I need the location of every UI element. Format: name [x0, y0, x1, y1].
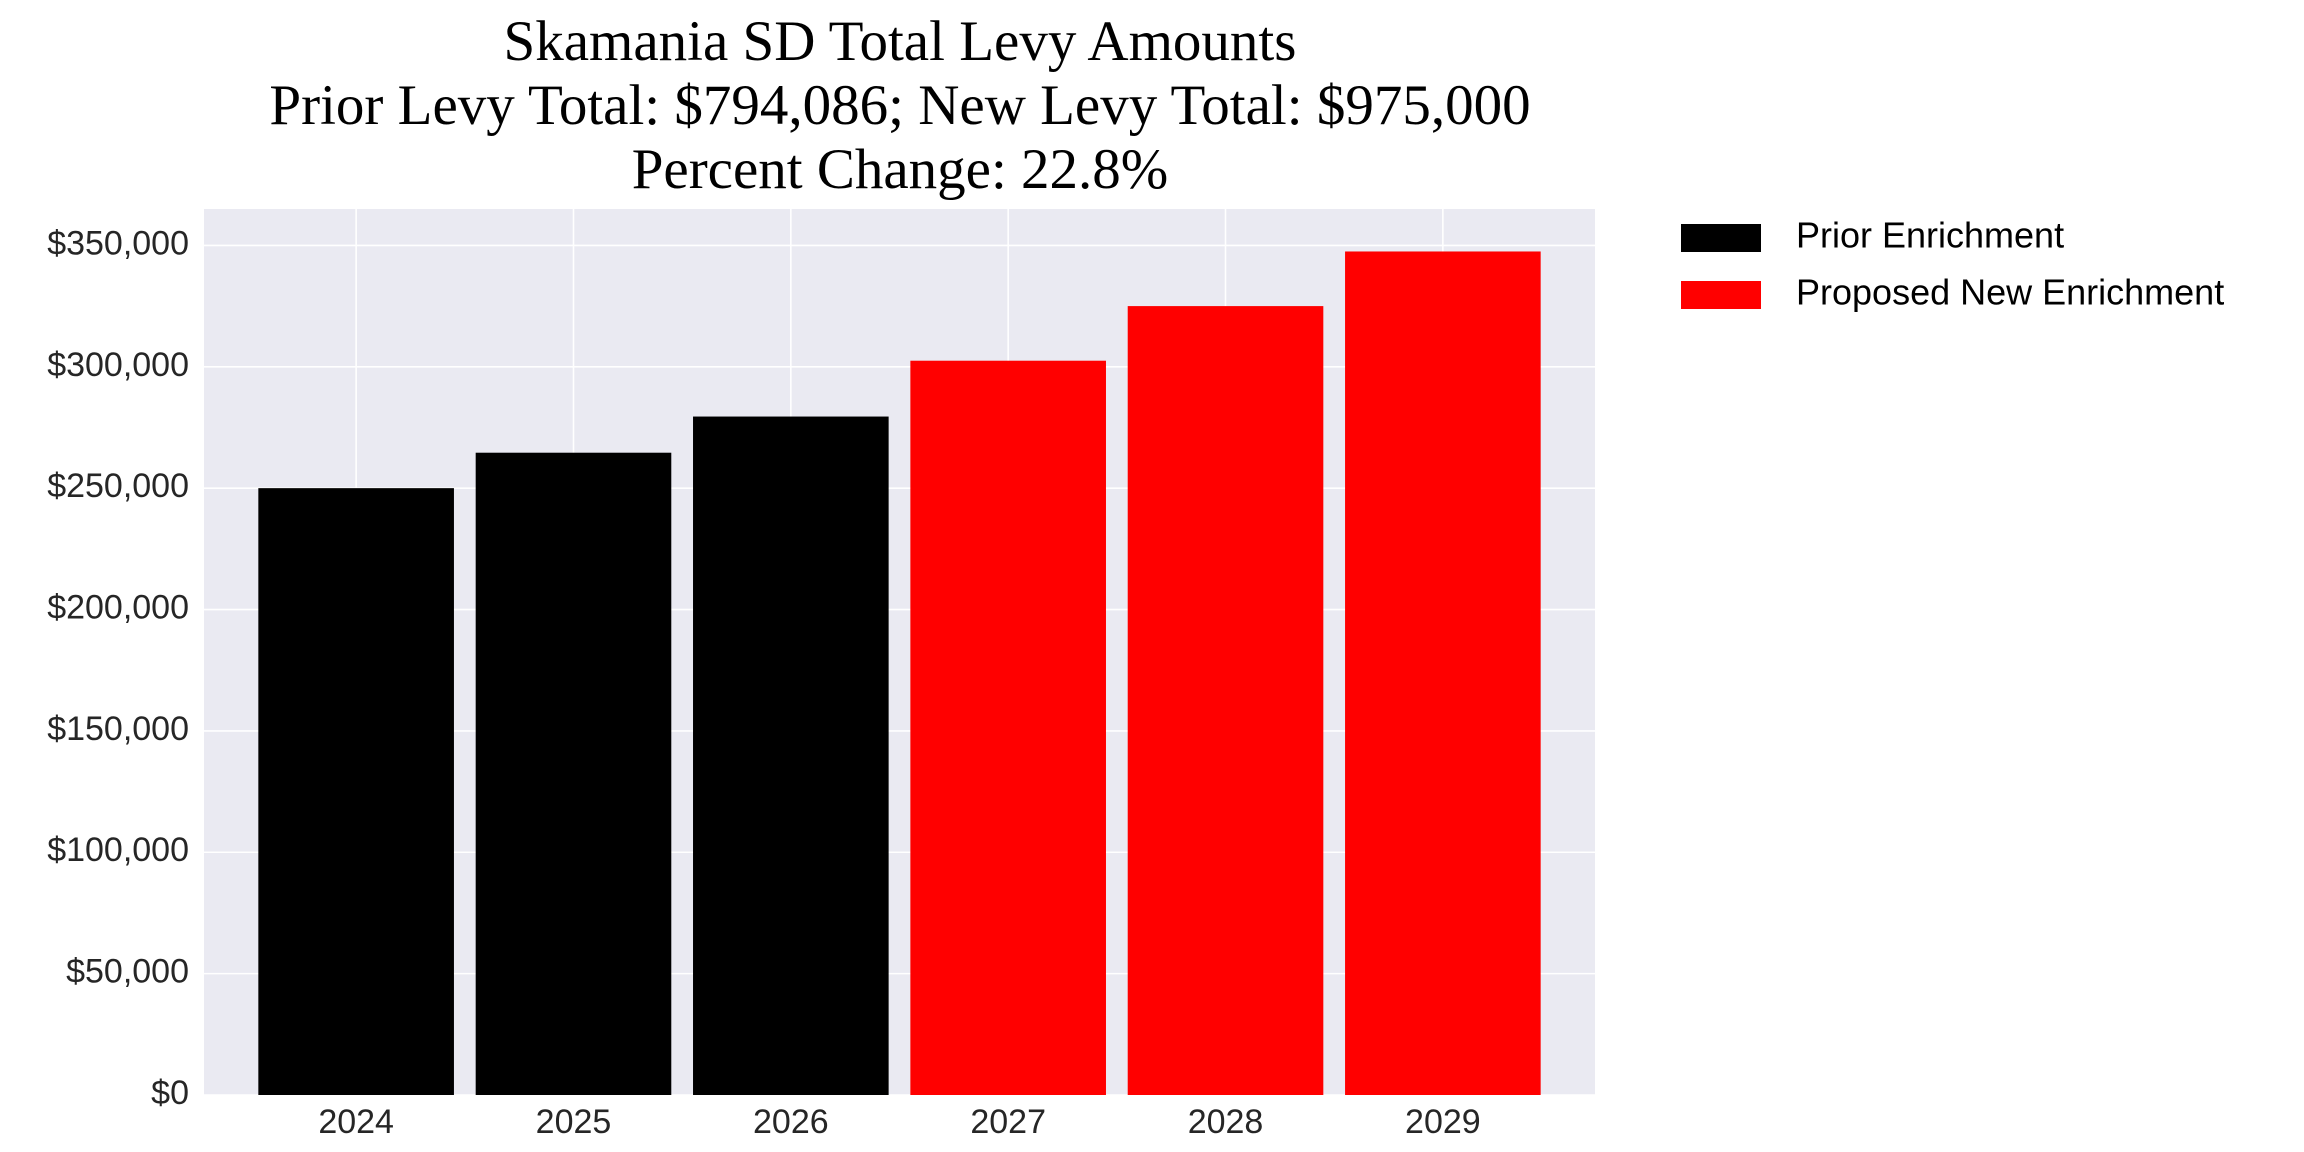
y-tick-label: $100,000 — [47, 831, 189, 869]
bar — [910, 360, 1106, 1095]
chart-title: Skamania SD Total Levy Amounts — [504, 10, 1297, 73]
y-tick-label: $150,000 — [47, 710, 189, 748]
chart-title: Percent Change: 22.8% — [632, 138, 1169, 201]
legend-swatch — [1681, 224, 1761, 252]
x-tick-label: 2028 — [1188, 1103, 1264, 1141]
y-tick-label: $0 — [151, 1074, 189, 1112]
y-tick-label: $200,000 — [47, 589, 189, 627]
bar — [258, 488, 454, 1095]
y-tick-label: $300,000 — [47, 346, 189, 384]
legend-swatch — [1681, 281, 1761, 309]
bar — [1127, 306, 1324, 1095]
bar — [1345, 251, 1541, 1096]
legend-label: Prior Enrichment — [1796, 215, 2064, 256]
y-tick-label: $350,000 — [47, 224, 189, 262]
x-tick-label: 2024 — [318, 1103, 394, 1141]
legend-label: Proposed New Enrichment — [1796, 272, 2224, 313]
y-tick-label: $250,000 — [47, 467, 189, 505]
x-tick-label: 2026 — [753, 1103, 829, 1141]
y-tick-label: $50,000 — [66, 953, 189, 991]
chart-title: Prior Levy Total: $794,086; New Levy Tot… — [269, 74, 1530, 137]
x-tick-label: 2025 — [536, 1103, 612, 1141]
bar — [693, 416, 889, 1095]
x-tick-label: 2029 — [1405, 1103, 1481, 1141]
bar — [475, 452, 672, 1095]
x-tick-label: 2027 — [970, 1103, 1046, 1141]
